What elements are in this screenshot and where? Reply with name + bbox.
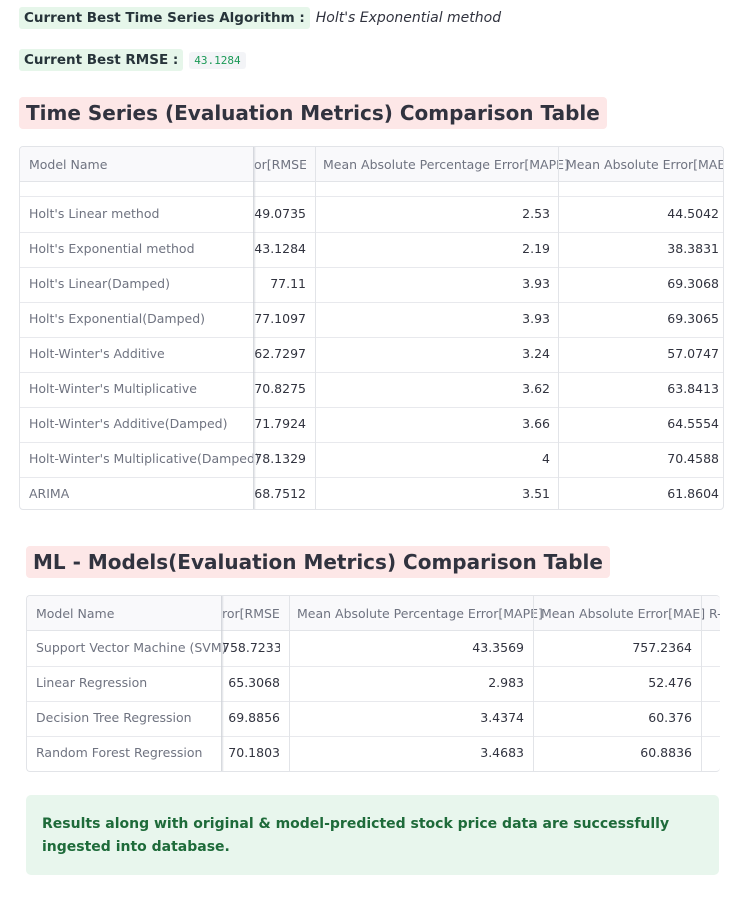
- row-model-name: Holt-Winter's Multiplicative: [29, 381, 197, 396]
- row-mape: 3.4683: [480, 745, 524, 760]
- row-rmse: 69.8856: [228, 710, 280, 725]
- best-rmse-line: Current Best RMSE : 43.1284: [19, 49, 246, 71]
- ml-table[interactable]: Model Name ror[RMSE] Mean Absolute Perce…: [26, 595, 720, 772]
- ts-table-header: Model Name or[RMSE] Mean Absolute Percen…: [20, 147, 723, 182]
- table-row[interactable]: Holt-Winter's Multiplicative(Damped) 78.…: [20, 442, 723, 478]
- row-mape: 3.93: [522, 276, 550, 291]
- best-algorithm-line: Current Best Time Series Algorithm : Hol…: [19, 7, 501, 29]
- row-rmse: 62.7297: [254, 346, 306, 361]
- ts-col-rmse[interactable]: or[RMSE]: [254, 157, 306, 172]
- row-rmse: 77.1097: [254, 311, 306, 326]
- ml-table-title: ML - Models(Evaluation Metrics) Comparis…: [26, 546, 610, 578]
- best-rmse-label: Current Best RMSE :: [19, 49, 184, 71]
- column-divider[interactable]: [315, 147, 316, 509]
- row-model-name: Holt's Linear method: [29, 206, 160, 221]
- table-row[interactable]: Holt's Exponential method 43.1284 2.19 3…: [20, 232, 723, 268]
- row-rmse: 70.8275: [254, 381, 306, 396]
- row-mae: 60.376: [648, 710, 692, 725]
- row-rmse: 77.11: [270, 276, 306, 291]
- row-mae: 70.4588: [667, 451, 719, 466]
- frozen-column-divider: [253, 147, 256, 509]
- row-rmse: 78.1329: [254, 451, 306, 466]
- row-model-name: ARIMA: [29, 486, 70, 501]
- table-row[interactable]: Random Forest Regression 70.1803 3.4683 …: [27, 736, 720, 771]
- row-rmse: 68.7512: [254, 486, 306, 501]
- row-mape: 3.62: [522, 381, 550, 396]
- table-row[interactable]: Linear Regression 65.3068 2.983 52.476: [27, 666, 720, 702]
- table-row[interactable]: Holt's Exponential(Damped) 77.1097 3.93 …: [20, 302, 723, 338]
- ml-col-r2[interactable]: R-: [709, 606, 720, 621]
- success-alert: Results along with original & model-pred…: [26, 795, 719, 875]
- ts-partial-row: [20, 182, 723, 197]
- ts-table-title: Time Series (Evaluation Metrics) Compari…: [19, 97, 607, 129]
- row-model-name: Decision Tree Regression: [36, 710, 192, 725]
- row-mape: 3.93: [522, 311, 550, 326]
- row-rmse: 49.0735: [254, 206, 306, 221]
- table-row[interactable]: Holt's Linear(Damped) 77.11 3.93 69.3068: [20, 267, 723, 303]
- row-mae: 60.8836: [640, 745, 692, 760]
- column-divider[interactable]: [533, 596, 534, 771]
- table-row[interactable]: Decision Tree Regression 69.8856 3.4374 …: [27, 701, 720, 737]
- row-rmse: 65.3068: [228, 675, 280, 690]
- row-model-name: Holt's Exponential(Damped): [29, 311, 206, 326]
- row-model-name: Random Forest Regression: [36, 745, 203, 760]
- row-mape: 3.66: [522, 416, 550, 431]
- row-mae: 69.3068: [667, 276, 719, 291]
- row-mape: 3.51: [522, 486, 550, 501]
- row-model-name: Holt's Linear(Damped): [29, 276, 170, 291]
- row-mae: 757.2364: [632, 640, 692, 655]
- row-mae: 69.3065: [667, 311, 719, 326]
- ml-col-mae[interactable]: Mean Absolute Error[MAE]: [541, 606, 706, 621]
- row-mae: 64.5554: [667, 416, 719, 431]
- table-row[interactable]: Holt-Winter's Multiplicative 70.8275 3.6…: [20, 372, 723, 408]
- row-model-name: Holt's Exponential method: [29, 241, 195, 256]
- row-mae: 52.476: [648, 675, 692, 690]
- row-model-name: Support Vector Machine (SVM): [36, 640, 227, 655]
- row-mape: 4: [542, 451, 550, 466]
- row-model-name: Linear Regression: [36, 675, 148, 690]
- ml-col-mape[interactable]: Mean Absolute Percentage Error[MAPE]: [297, 606, 543, 621]
- table-row[interactable]: Holt-Winter's Additive 62.7297 3.24 57.0…: [20, 337, 723, 373]
- best-algorithm-value: Holt's Exponential method: [315, 10, 502, 26]
- row-mape: 3.24: [522, 346, 550, 361]
- row-rmse: 758.7233: [222, 640, 280, 655]
- row-mape: 3.4374: [480, 710, 524, 725]
- ml-col-model-name[interactable]: Model Name: [36, 606, 115, 621]
- row-rmse: 43.1284: [254, 241, 306, 256]
- row-mape: 43.3569: [472, 640, 524, 655]
- row-mape: 2.53: [522, 206, 550, 221]
- row-mae: 61.8604: [667, 486, 719, 501]
- table-row[interactable]: Support Vector Machine (SVM) 758.7233 43…: [27, 631, 720, 667]
- column-divider[interactable]: [701, 596, 702, 771]
- ts-col-mae[interactable]: Mean Absolute Error[MAE]: [566, 157, 724, 172]
- table-row[interactable]: ARIMA 68.7512 3.51 61.8604: [20, 477, 723, 509]
- ml-col-rmse[interactable]: ror[RMSE]: [222, 606, 280, 621]
- success-message: Results along with original & model-pred…: [42, 816, 670, 855]
- ts-table[interactable]: Model Name or[RMSE] Mean Absolute Percen…: [19, 146, 724, 510]
- column-divider[interactable]: [289, 596, 290, 771]
- frozen-column-divider: [221, 596, 224, 771]
- row-rmse: 70.1803: [228, 745, 280, 760]
- ts-col-mape[interactable]: Mean Absolute Percentage Error[MAPE]: [323, 157, 569, 172]
- ts-col-model-name[interactable]: Model Name: [29, 157, 108, 172]
- row-mae: 44.5042: [667, 206, 719, 221]
- row-rmse: 71.7924: [254, 416, 306, 431]
- best-algorithm-label: Current Best Time Series Algorithm :: [19, 7, 310, 29]
- row-model-name: Holt-Winter's Multiplicative(Damped): [29, 451, 260, 466]
- table-row[interactable]: Holt-Winter's Additive(Damped) 71.7924 3…: [20, 407, 723, 443]
- row-model-name: Holt-Winter's Additive: [29, 346, 165, 361]
- row-mae: 57.0747: [667, 346, 719, 361]
- row-mape: 2.19: [522, 241, 550, 256]
- table-row[interactable]: Holt's Linear method 49.0735 2.53 44.504…: [20, 197, 723, 233]
- ml-table-header: Model Name ror[RMSE] Mean Absolute Perce…: [27, 596, 720, 631]
- best-rmse-value: 43.1284: [189, 51, 246, 69]
- column-divider[interactable]: [558, 147, 559, 509]
- row-mae: 38.3831: [667, 241, 719, 256]
- row-mae: 63.8413: [667, 381, 719, 396]
- row-model-name: Holt-Winter's Additive(Damped): [29, 416, 228, 431]
- row-mape: 2.983: [488, 675, 524, 690]
